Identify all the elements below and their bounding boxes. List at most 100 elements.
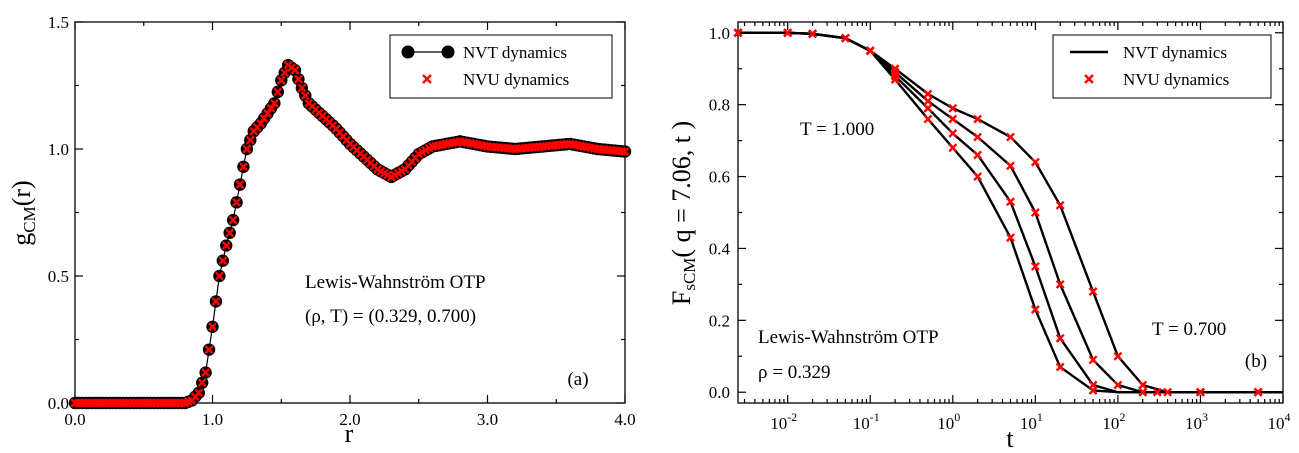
panel-b-point-nvu bbox=[948, 103, 958, 113]
panel-b-point-nvu bbox=[783, 28, 793, 38]
panel-b-point-nvu bbox=[1006, 197, 1015, 207]
panel-b-y-tick-label: 0.8 bbox=[709, 96, 730, 115]
panel-b-y-tick-label: 1.0 bbox=[709, 24, 730, 43]
panel-b-x-axis-label: t bbox=[1006, 424, 1014, 453]
panel-b-point-nvu bbox=[973, 132, 983, 142]
panel-b-point-nvu bbox=[1088, 355, 1098, 365]
panel-a-point-nvu bbox=[280, 68, 290, 78]
panel-a-x-tick-label: 4.0 bbox=[614, 410, 635, 429]
panel-b-point-nvu bbox=[923, 96, 933, 106]
panel-a-x-tick-label: 2.0 bbox=[339, 410, 360, 429]
panel-b-point-nvu bbox=[948, 114, 958, 124]
panel-b-point-nvu bbox=[923, 89, 933, 99]
panel-a-point-nvu bbox=[297, 83, 307, 93]
panel-a-x-tick-label: 1.0 bbox=[202, 410, 223, 429]
panel-b-annotation-t-low: T = 0.700 bbox=[1152, 319, 1226, 340]
panel-b-point-nvu bbox=[948, 143, 958, 153]
panel-a-point-nvu bbox=[273, 87, 283, 97]
panel-a-point-nvu bbox=[225, 228, 235, 238]
panel-b-point-nvu bbox=[1088, 380, 1098, 390]
panel-b-point-nvu bbox=[973, 150, 983, 160]
panel-b-point-nvu bbox=[1030, 261, 1040, 271]
panel-b-point-nvu bbox=[808, 29, 817, 39]
panel-b-x-tick-label: 10-2 bbox=[770, 410, 797, 433]
panel-a-point-nvu bbox=[235, 180, 245, 190]
panel-a-y-tick-label: 1.5 bbox=[48, 13, 69, 32]
panel-b-legend-label-nvt: NVT dynamics bbox=[1123, 43, 1227, 62]
panel-a-point-nvu bbox=[269, 98, 279, 108]
panel-b-point-nvu bbox=[1055, 362, 1065, 372]
panel-b-point-nvu bbox=[973, 114, 983, 124]
panel-b-point-nvu bbox=[973, 172, 983, 182]
panel-a-point-nvu bbox=[194, 388, 204, 398]
panel-a-label: (a) bbox=[567, 369, 588, 390]
panel-a-point-nvu bbox=[201, 368, 211, 377]
panel-b-point-nvu bbox=[1152, 387, 1162, 397]
panel-b-point-nvu bbox=[1253, 387, 1263, 397]
panel-a-y-tick-label: 0.0 bbox=[48, 394, 69, 413]
panel-a-legend-label-nvu: NVU dynamics bbox=[463, 70, 569, 89]
panel-b-point-nvu bbox=[923, 103, 933, 113]
panel-b-x-tick-label: 104 bbox=[1268, 410, 1291, 433]
panel-a-point-nvu bbox=[214, 271, 224, 281]
panel-b-annotation-density: ρ = 0.329 bbox=[758, 362, 830, 383]
panel-b-annotation-t-high: T = 1.000 bbox=[800, 119, 874, 140]
panel-b-point-nvu bbox=[1138, 380, 1148, 390]
panel-b-y-tick-label: 0.4 bbox=[709, 239, 731, 258]
panel-b-point-nvu bbox=[1113, 380, 1123, 390]
panel-b-x-tick-label: 100 bbox=[937, 410, 960, 433]
panel-b-y-tick-label: 0.0 bbox=[709, 383, 730, 402]
panel-a-point-nvu bbox=[300, 91, 310, 101]
panel-b-point-nvu bbox=[1196, 387, 1205, 397]
panel-b-point-nvu bbox=[1006, 233, 1015, 243]
panel-b-x-tick-label: 102 bbox=[1102, 410, 1125, 433]
panel-b-point-nvu bbox=[1113, 351, 1123, 361]
panel-b-point-nvu bbox=[865, 46, 875, 56]
panel-a-x-tick-label: 0.0 bbox=[64, 410, 85, 429]
panel-a-legend-marker-nvu bbox=[422, 74, 432, 84]
panel-a-point-nvu bbox=[290, 65, 300, 75]
panel-a-y-tick-label: 1.0 bbox=[48, 140, 69, 159]
panel-b-legend-marker-nvu bbox=[1084, 74, 1094, 84]
panel-b-annotation-system: Lewis-Wahnström OTP bbox=[758, 327, 939, 348]
panel-a-point-nvu bbox=[221, 241, 231, 250]
panel-b-point-nvu bbox=[890, 64, 900, 74]
panel-a-point-nvu bbox=[238, 162, 248, 172]
panel-a-point-nvu bbox=[228, 215, 238, 225]
panel-b-y-axis-label: FsCM( q = 7.06, t ) bbox=[667, 121, 699, 305]
panel-b-point-nvu bbox=[1006, 161, 1015, 171]
panel-b-point-nvu bbox=[1163, 387, 1173, 397]
panel-a-point-nvu bbox=[232, 197, 242, 207]
panel-b-point-nvu bbox=[1055, 200, 1065, 210]
panel-a: 0.0 1.0 2.0 3.0 4.0 0.0 0.5 1.0 1.5 r gCM(r) Lew… bbox=[7, 13, 636, 448]
panel-b-label: (b) bbox=[1245, 351, 1267, 372]
panel-a-y-tick-label: 0.5 bbox=[48, 267, 69, 286]
panel-b-point-nvu bbox=[840, 33, 850, 43]
panel-b-x-tick-label: 103 bbox=[1185, 410, 1208, 433]
panel-b-point-nvu bbox=[1138, 387, 1148, 397]
panel-b-y-tick-label: 0.6 bbox=[709, 168, 730, 187]
panel-b-legend-label-nvu: NVU dynamics bbox=[1123, 70, 1229, 89]
panel-a-point-nvu bbox=[218, 256, 228, 266]
panel-a-point-nvu bbox=[211, 296, 221, 306]
panel-b-point-nvu bbox=[923, 114, 933, 124]
panel-a-x-tick-label: 3.0 bbox=[477, 410, 498, 429]
panel-b-x-tick-label: 101 bbox=[1020, 410, 1043, 433]
panel-b-point-nvu bbox=[1055, 279, 1065, 289]
panel-a-point-nvu bbox=[197, 378, 207, 388]
panel-b-legend-box bbox=[1052, 34, 1272, 99]
panel-a-annotation-state: (ρ, T) = (0.329, 0.700) bbox=[305, 306, 476, 327]
panel-a-annotation-system: Lewis-Wahnström OTP bbox=[305, 272, 486, 293]
panel-a-y-axis-label: gCM(r) bbox=[7, 180, 39, 245]
panel-a-series-nvt-line bbox=[75, 64, 626, 404]
panel-b-point-nvu bbox=[733, 28, 743, 38]
panel-b-point-nvu bbox=[1030, 157, 1040, 167]
panel-a-point-nvu bbox=[276, 75, 286, 85]
panel-a-point-nvu bbox=[620, 147, 630, 156]
panel-b-x-tick-label: 10-1 bbox=[853, 410, 880, 433]
panel-b-series-nvt-line bbox=[738, 31, 1283, 394]
panel-a-point-nvu bbox=[242, 144, 252, 154]
panel-b-point-nvu bbox=[1030, 208, 1040, 217]
panel-a-legend-label-nvt: NVT dynamics bbox=[463, 43, 567, 62]
